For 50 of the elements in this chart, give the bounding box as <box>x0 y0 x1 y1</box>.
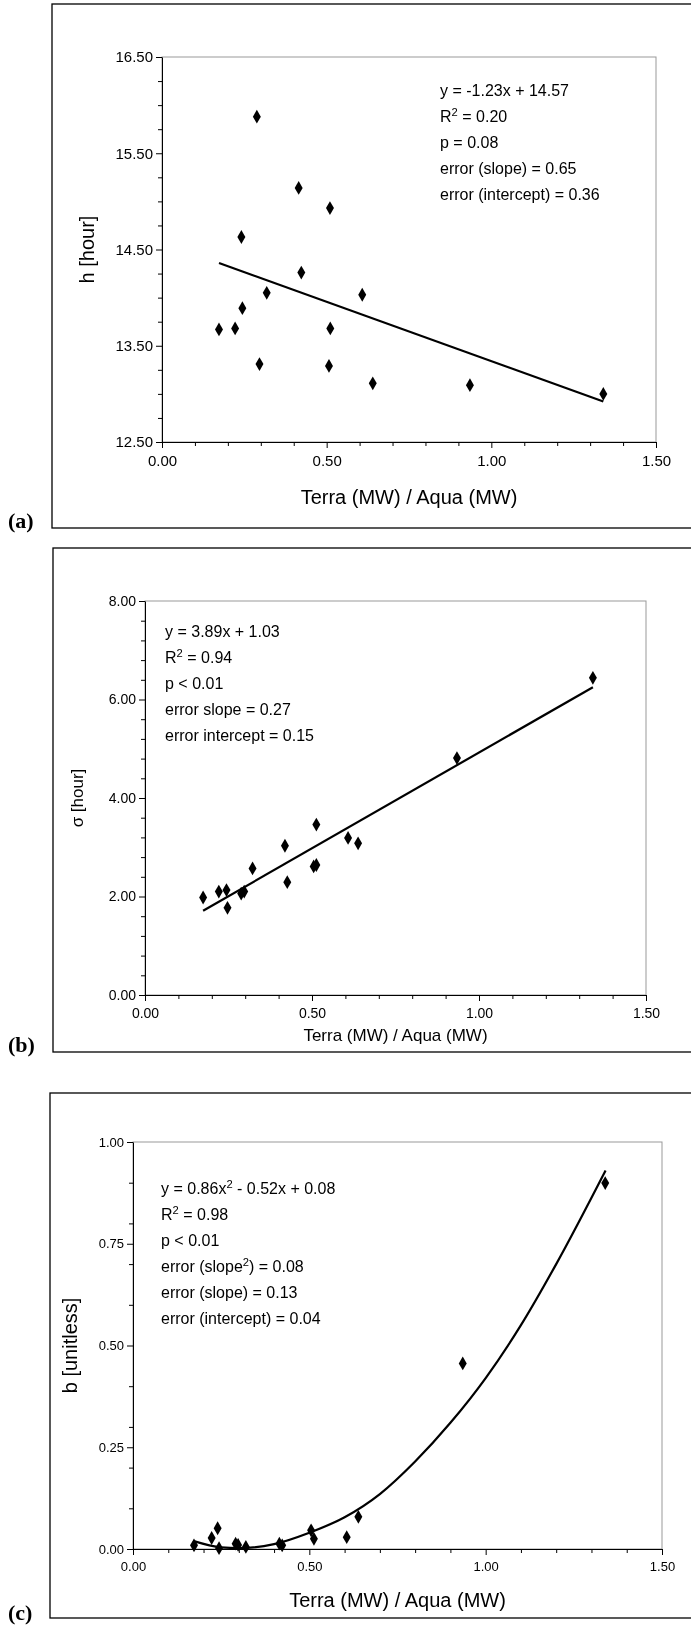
y-axis-title: h [hour] <box>76 215 98 284</box>
y-axis-title: σ [hour] <box>68 768 87 828</box>
y-tick-label: 13.50 <box>115 337 153 355</box>
annotation: p = 0.08 <box>440 134 499 151</box>
annotation: R$^{2}$ = 0.20 <box>440 106 508 125</box>
y-tick-label: 15.50 <box>115 144 153 162</box>
annotation: error (slope) = 0.13 <box>161 1284 298 1301</box>
annotation: y = 0.86x$^{2}$ - 0.52x + 0.08 <box>161 1178 336 1197</box>
annotation: error (intercept) = 0.36 <box>440 186 600 203</box>
annotation: error slope = 0.27 <box>165 701 291 718</box>
annotation: p < 0.01 <box>161 1232 220 1249</box>
x-tick-label: 0.50 <box>312 452 342 469</box>
x-axis-title: Terra (MW) / Aqua (MW) <box>300 486 518 508</box>
y-tick-label: 2.00 <box>108 888 137 905</box>
y-tick-label: 14.50 <box>115 240 153 258</box>
annotation: R$^{2}$ = 0.98 <box>161 1204 229 1223</box>
y-axis-title: b [unitless] <box>59 1297 81 1394</box>
annotation: R$^{2}$ = 0.94 <box>165 647 233 666</box>
text: (c) <box>8 1600 33 1625</box>
y-tick-label: 6.00 <box>108 691 137 708</box>
y-tick-label: 0.25 <box>98 1439 124 1455</box>
annotation: error (intercept) = 0.04 <box>161 1310 321 1327</box>
x-tick-label: 1.00 <box>473 1559 499 1574</box>
annotation: p < 0.01 <box>165 675 224 692</box>
x-tick-label: 0.50 <box>297 1559 323 1574</box>
annotation: error intercept = 0.15 <box>165 727 315 744</box>
y-tick-label: 0.75 <box>98 1236 124 1252</box>
x-axis-title: Terra (MW) / Aqua (MW) <box>289 1589 506 1611</box>
x-tick-label: 0.00 <box>147 452 178 469</box>
annotation: error (slope$^{2}$) = 0.08 <box>161 1256 304 1275</box>
x-tick-label: 1.50 <box>641 452 672 469</box>
x-axis-title: Terra (MW) / Aqua (MW) <box>303 1026 488 1045</box>
y-tick-label: 0.50 <box>98 1338 124 1354</box>
annotation: y = -1.23x + 14.57 <box>440 82 570 99</box>
annotation: error (slope) = 0.65 <box>440 160 577 177</box>
y-tick-label: 1.00 <box>98 1134 124 1150</box>
x-tick-label: 1.50 <box>649 1559 676 1574</box>
text: (a) <box>8 508 34 533</box>
x-tick-label: 1.50 <box>632 1005 661 1021</box>
x-tick-label: 1.00 <box>477 452 507 469</box>
y-tick-label: 0.00 <box>108 986 137 1003</box>
annotation: y = 3.89x + 1.03 <box>165 623 280 640</box>
x-tick-label: 0.50 <box>298 1005 327 1021</box>
text: (b) <box>8 1032 35 1057</box>
y-tick-label: 16.50 <box>115 48 153 66</box>
x-tick-label: 1.00 <box>465 1005 494 1021</box>
y-tick-label: 4.00 <box>108 789 137 806</box>
y-tick-label: 8.00 <box>108 592 137 609</box>
y-tick-label: 12.50 <box>115 433 153 451</box>
y-tick-label: 0.00 <box>98 1541 124 1557</box>
